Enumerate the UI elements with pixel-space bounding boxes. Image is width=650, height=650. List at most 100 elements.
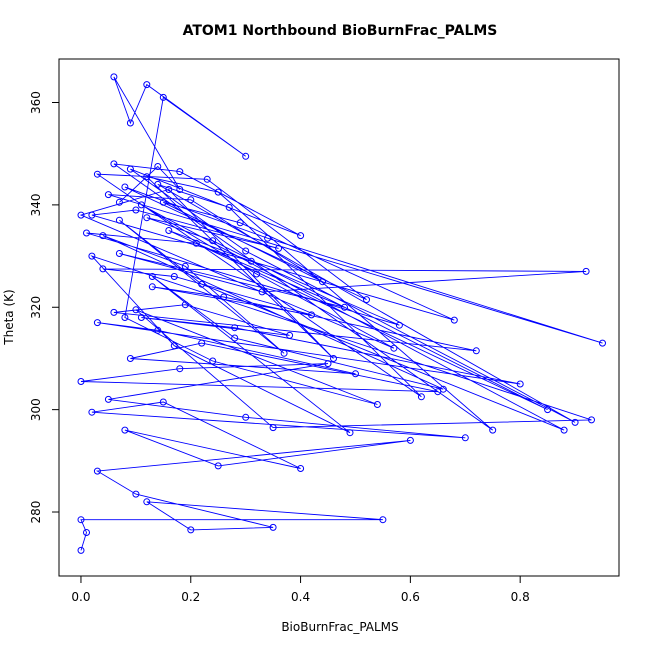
data-point	[126, 119, 134, 127]
data-point	[83, 229, 90, 237]
data-point	[137, 314, 145, 321]
data-point	[187, 196, 195, 204]
data-point	[170, 273, 178, 280]
data-point	[236, 219, 244, 227]
data-point	[264, 234, 272, 242]
data-point	[165, 186, 173, 193]
data-point	[99, 265, 107, 273]
x-axis-label: BioBurnFrac_PALMS	[281, 620, 398, 634]
data-point	[154, 326, 162, 334]
data-point	[242, 413, 250, 421]
y-axis: 280 300 320 340 360	[29, 91, 60, 524]
data-point	[582, 267, 590, 275]
data-point	[110, 308, 118, 316]
y-tick-label: 360	[29, 91, 43, 114]
data-point	[286, 331, 294, 339]
data-point	[104, 395, 112, 403]
data-point	[352, 370, 359, 378]
data-point	[450, 316, 458, 324]
data-point	[143, 214, 151, 222]
data-point	[231, 334, 239, 342]
data-point	[544, 406, 552, 414]
y-tick-label: 320	[29, 296, 43, 319]
data-point	[165, 227, 173, 234]
data-point	[346, 429, 354, 437]
data-point	[88, 252, 96, 260]
y-tick-label: 340	[29, 193, 43, 216]
y-axis-label: Theta (K)	[2, 289, 16, 345]
y-tick-label: 280	[29, 501, 43, 524]
data-point	[154, 180, 162, 188]
data-point	[461, 434, 469, 442]
data-point	[390, 344, 398, 352]
data-point	[121, 183, 129, 191]
data-point	[181, 262, 189, 270]
data-point	[115, 216, 123, 224]
chart-title: ATOM1 Northbound BioBurnFrac_PALMS	[183, 23, 498, 39]
series-line	[79, 76, 603, 551]
data-point	[242, 247, 250, 255]
data-point	[159, 198, 167, 206]
data-point	[588, 416, 595, 424]
data-point	[77, 516, 85, 524]
data-point	[560, 426, 568, 434]
data-point	[472, 347, 480, 355]
y-tick-label: 300	[29, 398, 43, 421]
data-point	[121, 426, 129, 434]
series-group	[77, 73, 606, 554]
data-point	[132, 206, 140, 214]
data-point	[154, 163, 162, 170]
data-point	[214, 462, 222, 470]
data-point	[198, 280, 206, 288]
data-point	[77, 378, 85, 385]
data-point	[83, 529, 90, 536]
data-point	[225, 203, 233, 211]
data-point	[77, 546, 85, 554]
data-point	[203, 175, 211, 183]
data-point	[176, 365, 184, 373]
data-point	[406, 436, 414, 444]
data-point	[258, 288, 266, 296]
data-point	[341, 303, 348, 311]
data-point	[159, 398, 167, 406]
x-tick-label: 0.2	[181, 590, 200, 604]
data-point	[231, 324, 239, 332]
data-point	[121, 314, 129, 321]
data-point	[275, 244, 283, 252]
data-point	[198, 339, 206, 347]
data-point	[280, 349, 288, 357]
data-point	[126, 355, 134, 362]
x-tick-label: 0.6	[401, 590, 420, 604]
data-point	[88, 211, 96, 219]
data-point	[417, 393, 425, 401]
data-point	[132, 306, 140, 314]
data-point	[297, 465, 305, 472]
data-point	[269, 424, 277, 432]
data-point	[176, 168, 184, 176]
data-point	[170, 342, 178, 350]
data-point	[363, 296, 370, 304]
data-point	[137, 201, 145, 209]
data-point	[159, 93, 167, 101]
data-point	[115, 250, 123, 257]
data-point	[269, 523, 277, 531]
data-point	[104, 191, 112, 199]
data-point	[395, 321, 403, 329]
data-point	[253, 270, 261, 278]
data-point	[143, 173, 151, 181]
data-point	[93, 170, 101, 178]
data-point	[220, 293, 228, 301]
data-point	[209, 357, 217, 365]
data-point	[330, 355, 337, 362]
data-point	[214, 188, 222, 196]
data-point	[247, 257, 255, 265]
x-tick-label: 0.8	[511, 590, 530, 604]
data-point	[110, 160, 118, 168]
data-point	[489, 426, 497, 434]
data-point	[93, 467, 101, 475]
data-point	[324, 360, 332, 368]
data-point	[132, 490, 140, 498]
data-point	[599, 339, 606, 347]
